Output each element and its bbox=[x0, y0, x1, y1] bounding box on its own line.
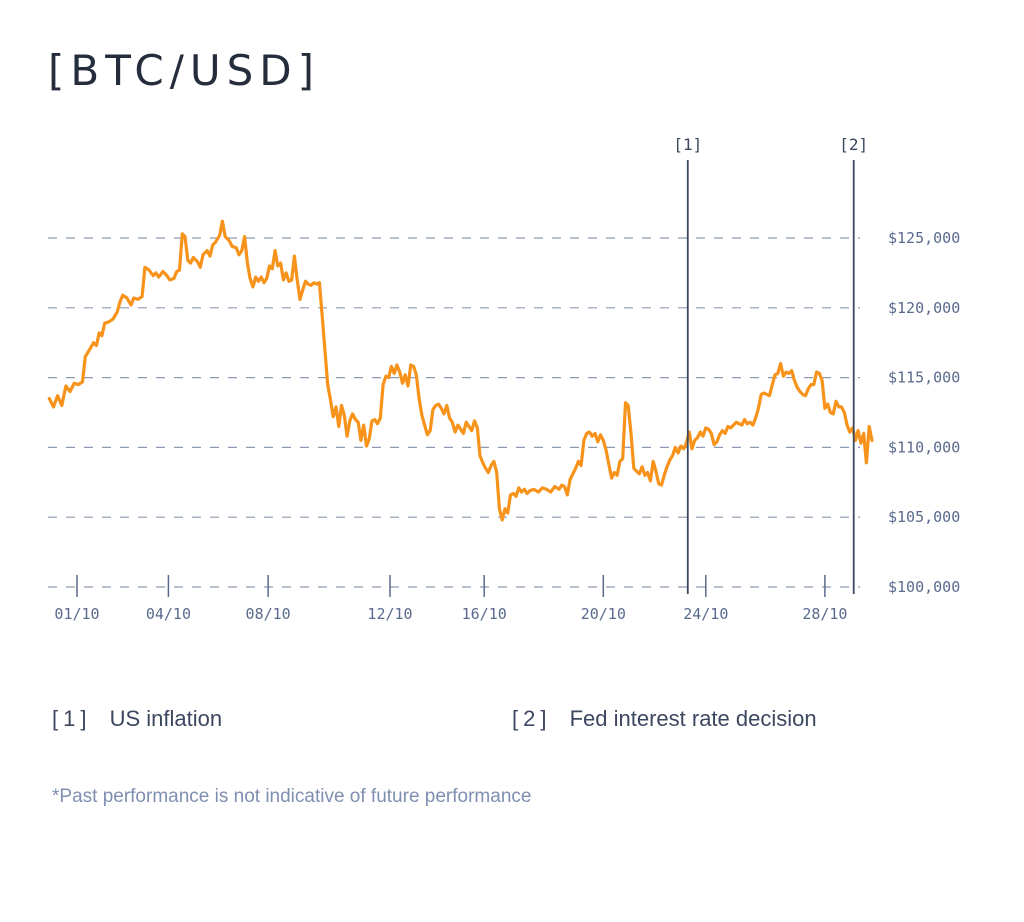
y-tick-label: $125,000 bbox=[888, 229, 960, 247]
event-marker-label: [2] bbox=[839, 135, 868, 154]
event-marker-label: [1] bbox=[673, 135, 702, 154]
price-line bbox=[47, 219, 874, 522]
x-tick-label: 16/10 bbox=[462, 605, 507, 623]
x-tick-label: 20/10 bbox=[581, 605, 626, 623]
y-tick-label: $120,000 bbox=[888, 299, 960, 317]
x-tick-label: 08/10 bbox=[246, 605, 291, 623]
gridlines bbox=[48, 237, 860, 588]
chart-title: [BTC/USD] bbox=[48, 46, 320, 95]
disclaimer-text: *Past performance is not indicative of f… bbox=[52, 786, 532, 807]
legend-label: Fed interest rate decision bbox=[569, 706, 817, 731]
legend-item-fed-rate-decision: [2] Fed interest rate decision bbox=[512, 706, 817, 732]
x-axis: 01/10 04/10 08/10 12/10 16/10 20/10 24/10 28/10 bbox=[54, 575, 847, 623]
legend-index: [2] bbox=[512, 706, 552, 731]
legend-item-us-inflation: [1] US inflation bbox=[52, 706, 222, 732]
x-tick-label: 12/10 bbox=[367, 605, 412, 623]
event-markers: [1] [2] bbox=[673, 135, 868, 594]
x-tick-label: 24/10 bbox=[683, 605, 728, 623]
x-tick-label: 01/10 bbox=[54, 605, 99, 623]
y-tick-label: $110,000 bbox=[888, 438, 960, 456]
legend-label: US inflation bbox=[109, 706, 223, 731]
price-series bbox=[47, 219, 874, 522]
x-tick-label: 04/10 bbox=[146, 605, 191, 623]
y-tick-label: $105,000 bbox=[888, 508, 960, 526]
legend-index: [1] bbox=[52, 706, 92, 731]
y-tick-label: $115,000 bbox=[888, 369, 960, 387]
x-tick-label: 28/10 bbox=[802, 605, 847, 623]
y-tick-label: $100,000 bbox=[888, 578, 960, 596]
y-axis: $125,000 $120,000 $115,000 $110,000 $105,000… bbox=[888, 229, 960, 596]
